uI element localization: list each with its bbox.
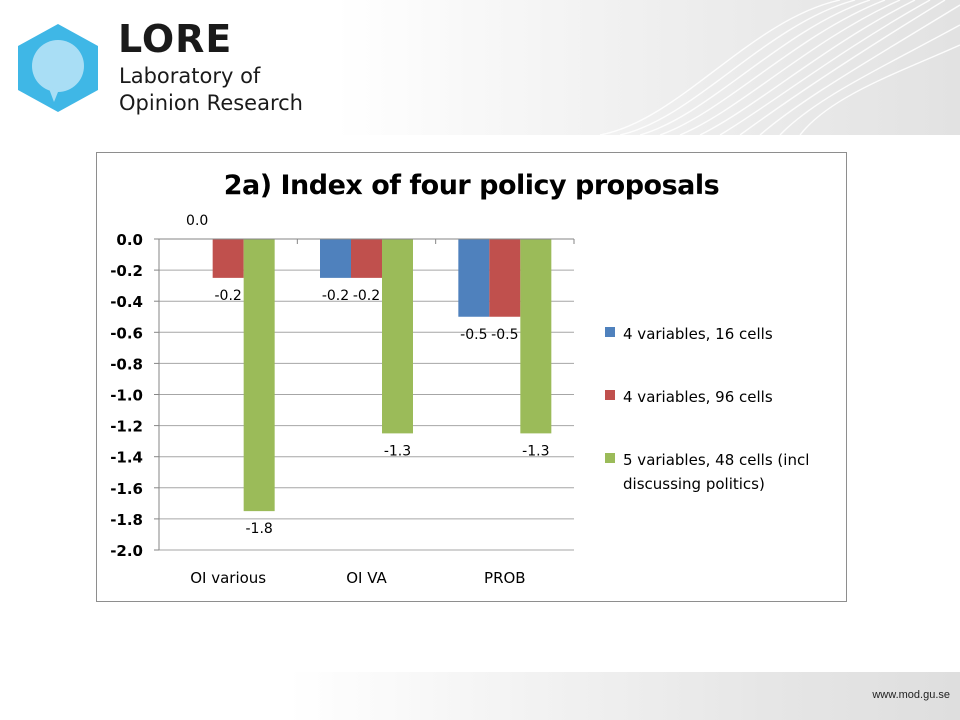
- x-tick-label: PROB: [484, 569, 526, 587]
- y-tick-label: -1.2: [110, 418, 143, 436]
- y-tick-label: -1.0: [110, 387, 143, 405]
- legend-label-2: 4 variables, 96 cells: [623, 388, 773, 406]
- legend-item-series-3: 5 variables, 48 cells (incl discussing p…: [605, 448, 840, 496]
- footer-url: www.mod.gu.se: [872, 689, 950, 701]
- y-tick-label: -1.8: [110, 511, 143, 529]
- legend-swatch-1: [605, 327, 615, 337]
- bar: [382, 239, 413, 434]
- legend-swatch-3: [605, 453, 615, 463]
- legend-label-1: 4 variables, 16 cells: [623, 325, 773, 343]
- data-label: -1.8: [246, 521, 273, 537]
- data-label: -0.5: [491, 327, 518, 343]
- y-tick-label: -2.0: [110, 542, 143, 560]
- bar: [458, 239, 490, 317]
- data-label: -1.3: [522, 443, 549, 459]
- data-label: 0.0: [186, 213, 208, 229]
- y-tick-label: -0.6: [110, 324, 143, 342]
- y-tick-label: -1.6: [110, 480, 143, 498]
- brand-name: LORE: [118, 17, 233, 61]
- legend-swatch-2: [605, 390, 615, 400]
- legend: 4 variables, 16 cells 4 variables, 96 ce…: [605, 322, 840, 496]
- lore-logo-icon: [18, 24, 98, 112]
- legend-item-series-2: 4 variables, 96 cells: [605, 385, 840, 409]
- y-tick-label: -1.4: [110, 449, 143, 467]
- bar: [320, 239, 351, 278]
- y-tick-label: -0.2: [110, 262, 143, 280]
- wave-decoration: [600, 0, 960, 135]
- bar: [212, 239, 244, 278]
- data-label: -0.2: [215, 288, 242, 304]
- x-tick-label: OI VA: [346, 569, 387, 587]
- y-tick-label: -0.4: [110, 293, 143, 311]
- data-label: -0.2: [353, 288, 380, 304]
- footer-band: [0, 672, 960, 720]
- bar: [351, 239, 382, 278]
- bar: [489, 239, 521, 317]
- x-tick-label: OI various: [190, 569, 266, 587]
- data-label: -0.5: [460, 327, 487, 343]
- legend-label-3: 5 variables, 48 cells (incl discussing p…: [623, 451, 810, 493]
- data-label: -1.3: [384, 443, 411, 459]
- header-band: LORE Laboratory of Opinion Research: [0, 0, 960, 135]
- chart-frame: [96, 152, 847, 602]
- bar: [520, 239, 552, 434]
- brand-line-2: Opinion Research: [119, 91, 303, 115]
- chart-title: 2a) Index of four policy proposals: [223, 170, 720, 201]
- y-tick-label: -0.8: [110, 355, 143, 373]
- y-tick-label: 0.0: [116, 231, 143, 249]
- brand-line-1: Laboratory of: [119, 64, 261, 88]
- data-label: -0.2: [322, 288, 349, 304]
- legend-item-series-1: 4 variables, 16 cells: [605, 322, 840, 346]
- bar: [243, 239, 275, 512]
- bar-chart: 0.0 -0.2 -0.4 -0.6 -0.8 -1.0 -1.2 -1.4 -1.6 -1.8 -…: [110, 213, 575, 587]
